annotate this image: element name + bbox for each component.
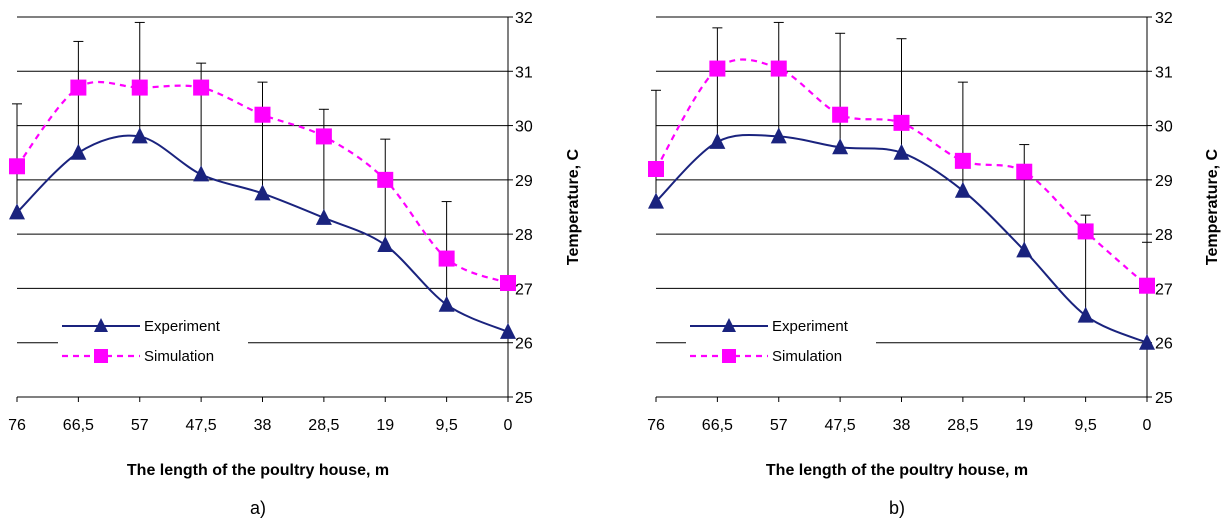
panel-label: a) — [250, 498, 266, 518]
y-tick-label: 29 — [515, 173, 533, 190]
x-tick-label: 38 — [254, 417, 272, 434]
simulation-point — [315, 128, 332, 145]
simulation-point — [70, 79, 87, 96]
y-tick-label: 27 — [515, 281, 533, 298]
simulation-point — [377, 171, 394, 188]
y-tick-label: 26 — [1155, 336, 1173, 353]
legend-marker-experiment — [722, 318, 736, 332]
experiment-point — [1139, 333, 1155, 350]
experiment-point — [709, 132, 726, 149]
experiment-point — [377, 236, 394, 252]
y-tick-label: 31 — [515, 64, 533, 81]
simulation-point — [500, 275, 516, 291]
x-tick-label: 76 — [647, 417, 665, 434]
simulation-point — [1016, 163, 1033, 180]
x-tick-label: 66,5 — [63, 417, 94, 434]
x-tick-label: 66,5 — [702, 417, 733, 434]
experiment-point — [770, 127, 787, 144]
y-tick-label: 29 — [1155, 173, 1173, 190]
simulation-point — [648, 161, 664, 177]
simulation-point — [709, 60, 726, 77]
x-tick-label: 0 — [504, 417, 513, 434]
legend-label-experiment: Experiment — [772, 318, 849, 335]
legend-label-simulation: Simulation — [772, 348, 842, 365]
simulation-point — [954, 152, 971, 169]
y-tick-label: 25 — [515, 390, 533, 407]
simulation-point — [438, 250, 455, 267]
y-tick-label: 32 — [515, 10, 533, 27]
experiment-point — [315, 208, 332, 225]
chart-panel-a: 25 26 27 28 29 30 31 32 76 66,5 57 47,5 38 28,5 19 9,5 0… — [8, 10, 582, 518]
y-tick-label: 28 — [515, 227, 533, 244]
simulation-point — [893, 114, 910, 131]
x-tick-label: 28,5 — [308, 417, 339, 434]
experiment-point — [893, 143, 910, 160]
simulation-point — [1139, 277, 1155, 294]
legend-label-simulation: Simulation — [144, 348, 214, 365]
series-line-experiment — [655, 133, 1148, 344]
experiment-point — [254, 184, 271, 201]
x-axis-title: The length of the poultry house, m — [127, 462, 389, 479]
simulation-point — [832, 106, 849, 123]
legend-box — [686, 312, 876, 370]
experiment-point — [131, 127, 148, 144]
y-axis-title: Temperature, C — [1204, 148, 1221, 265]
x-tick-label: 47,5 — [825, 417, 856, 434]
x-tick-label: 9,5 — [1075, 417, 1097, 434]
y-tick-label: 27 — [1155, 281, 1173, 298]
simulation-point — [254, 106, 271, 123]
experiment-point — [1016, 241, 1033, 258]
chart-panel-b: 25 26 27 28 29 30 31 32 76 66,5 57 47,5 38 28,5 19 9,5 0… — [647, 10, 1221, 518]
y-tick-label: 28 — [1155, 227, 1173, 244]
x-tick-label: 57 — [131, 417, 149, 434]
experiment-point — [9, 203, 25, 220]
x-tick-label: 19 — [1015, 417, 1033, 434]
simulation-point — [9, 158, 25, 175]
legend-marker-simulation — [722, 349, 736, 363]
simulation-point — [131, 79, 148, 96]
legend-marker-simulation — [94, 349, 108, 363]
x-tick-label: 9,5 — [436, 417, 458, 434]
simulation-point — [1077, 223, 1094, 240]
legend-box — [58, 312, 248, 370]
experiment-point — [438, 295, 455, 312]
y-tick-label: 25 — [1155, 390, 1173, 407]
experiment-point — [832, 138, 849, 155]
experiment-point — [1077, 306, 1094, 323]
x-tick-label: 57 — [770, 417, 788, 434]
y-tick-label: 30 — [1155, 119, 1173, 136]
y-axis-title: Temperature, C — [565, 148, 582, 265]
x-tick-label: 0 — [1143, 417, 1152, 434]
y-tick-label: 31 — [1155, 64, 1173, 81]
legend-label-experiment: Experiment — [144, 318, 221, 335]
x-tick-label: 28,5 — [947, 417, 978, 434]
y-tick-label: 32 — [1155, 10, 1173, 27]
experiment-point — [193, 165, 210, 182]
experiment-point — [954, 181, 971, 198]
experiment-point — [648, 192, 664, 209]
x-tick-label: 47,5 — [186, 417, 217, 434]
x-tick-label: 19 — [376, 417, 394, 434]
simulation-point — [193, 79, 210, 96]
x-tick-label: 38 — [893, 417, 911, 434]
x-axis-title: The length of the poultry house, m — [766, 462, 1028, 479]
legend-marker-experiment — [94, 318, 108, 332]
panel-label: b) — [889, 498, 905, 518]
experiment-point — [70, 143, 87, 160]
experiment-point — [500, 322, 516, 339]
x-tick-label: 76 — [8, 417, 26, 434]
simulation-point — [770, 60, 787, 77]
y-tick-label: 26 — [515, 336, 533, 353]
y-tick-label: 30 — [515, 119, 533, 136]
